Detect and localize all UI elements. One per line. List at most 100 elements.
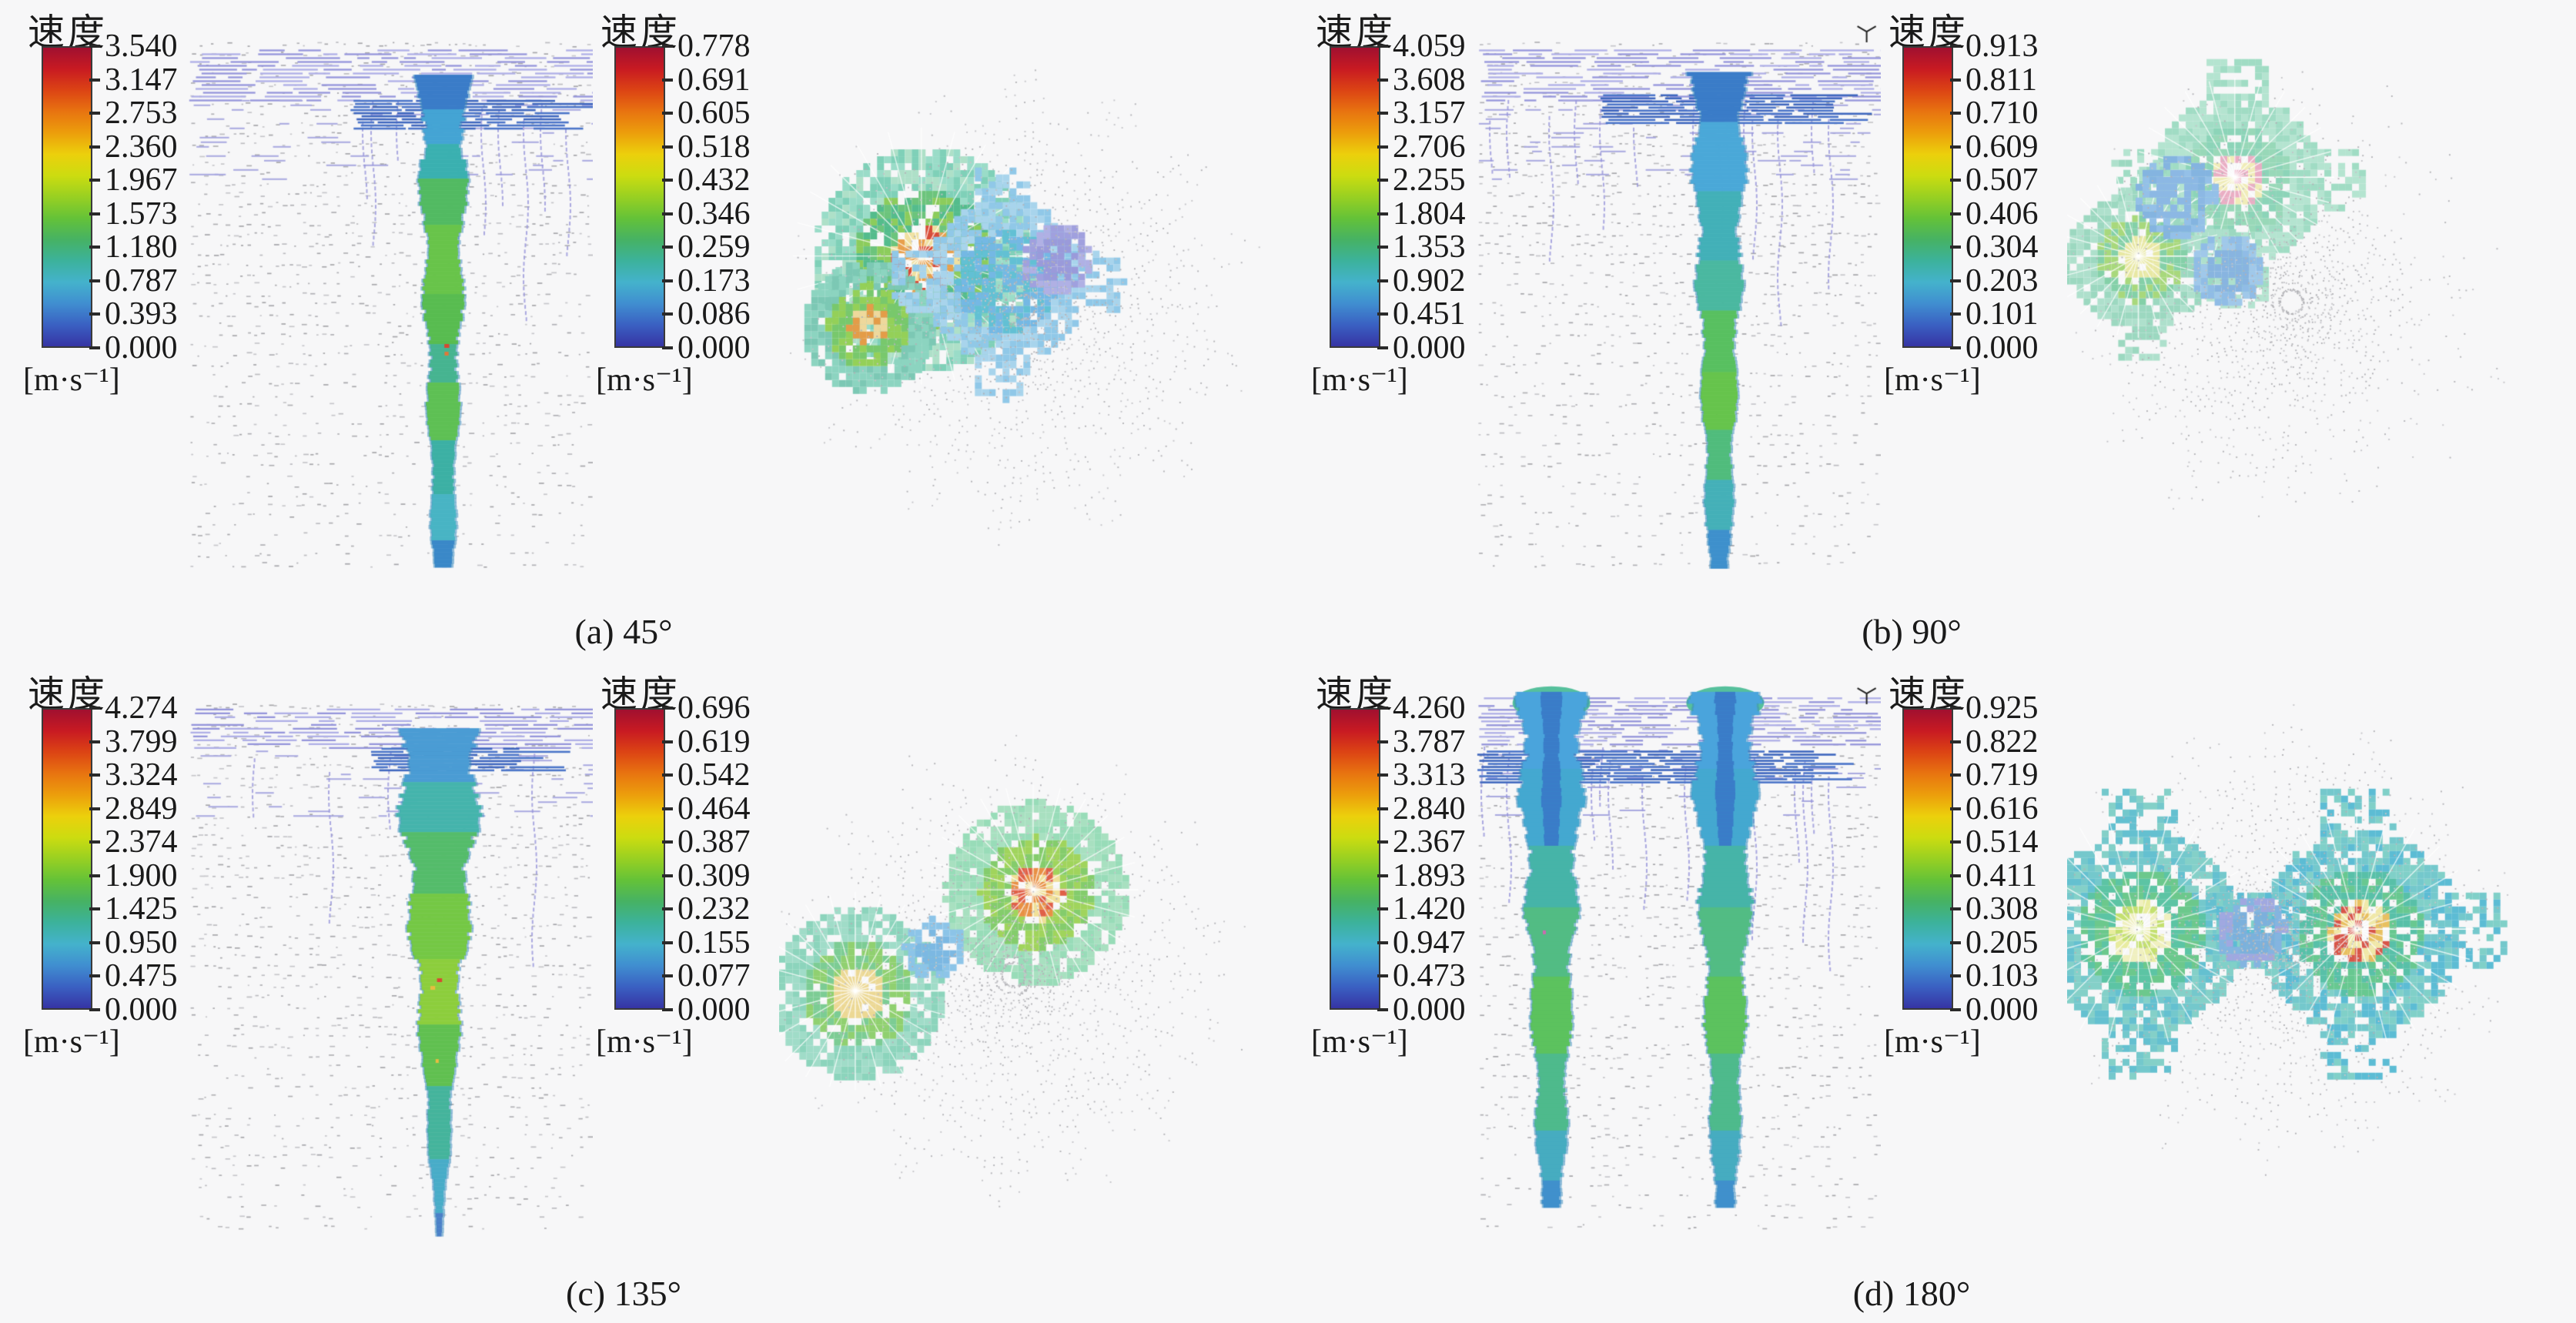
panel-90deg: 速度 4.059 3.608 3.157 2.706 2.255 1.804 1.353 0.…: [1288, 2, 2576, 660]
colorbar-tick-mark: [1950, 773, 1961, 777]
colorbar-tick-label: 0.309: [677, 857, 751, 894]
colorbar-tick-mark: [89, 740, 100, 743]
colorbar-tick-mark: [662, 740, 673, 743]
vector-field-top: [779, 682, 1287, 1244]
colorbar-tick-mark: [1950, 907, 1961, 911]
colorbar-tick-label: 1.180: [105, 229, 178, 266]
colorbar-gradient: [42, 708, 92, 1010]
colorbar-tick-label: 4.260: [1393, 690, 1466, 726]
colorbar-gradient: [614, 708, 665, 1010]
colorbar-tick-mark: [1377, 312, 1388, 316]
colorbar-tick-label: 0.811: [1965, 62, 2037, 98]
colorbar-tick-label: 0.514: [1965, 824, 2039, 860]
panel-180deg: 速度 4.260 3.787 3.313 2.840 2.367 1.893 1.420 0.…: [1288, 663, 2576, 1321]
colorbar-tick-mark: [1377, 279, 1388, 282]
colorbar-group-side: 速度 4.274 3.799 3.324 2.849 2.374 1.900 1.425 0.…: [22, 663, 214, 1067]
colorbar-tick-mark: [662, 1008, 673, 1011]
colorbar-tick-mark: [89, 807, 100, 810]
colorbar-unit: [m·s⁻¹]: [1884, 362, 1981, 398]
colorbar-tick-label: 0.000: [1965, 992, 2039, 1027]
colorbar-group-top: 速度 0.913 0.811 0.710 0.609 0.507 0.406 0.304 0.…: [1882, 2, 2075, 406]
colorbar-tick-mark: [1377, 145, 1388, 149]
colorbar-tick-mark: [1377, 773, 1388, 777]
colorbar-tick-mark: [662, 346, 673, 349]
colorbar-tick-mark: [1377, 212, 1388, 215]
vector-field-side: [1477, 683, 1881, 1243]
panel-45deg: 速度 3.540 3.147 2.753 2.360 1.967 1.573 1.180 0.…: [0, 2, 1288, 660]
colorbar-tick-mark: [89, 179, 100, 182]
colorbar-tick-label: 0.464: [677, 790, 751, 827]
colorbar-tick-mark: [662, 246, 673, 249]
vector-field-top: [2067, 20, 2575, 582]
colorbar-tick-mark: [1950, 145, 1961, 149]
colorbar-tick-mark: [662, 45, 673, 48]
colorbar-tick-mark: [1377, 78, 1388, 82]
colorbar-tick-label: 0.432: [677, 162, 751, 199]
colorbar-tick-mark: [89, 707, 100, 710]
colorbar-ticks: 0.778 0.691 0.605 0.518 0.432 0.346 0.259 0.173…: [662, 30, 787, 364]
colorbar-tick-label: 0.518: [677, 129, 751, 165]
colorbar-tick-label: 0.000: [1393, 992, 1466, 1027]
colorbar-tick-mark: [1377, 874, 1388, 877]
colorbar-tick-label: 2.360: [105, 129, 178, 165]
colorbar-tick-mark: [662, 279, 673, 282]
colorbar-tick-label: 0.609: [1965, 129, 2039, 165]
colorbar-tick-mark: [662, 940, 673, 944]
colorbar-group-top: 速度 0.696 0.619 0.542 0.464 0.387 0.309 0.232 0.…: [594, 663, 787, 1067]
colorbar-tick-label: 0.473: [1393, 958, 1466, 994]
colorbar-tick-label: 0.077: [677, 958, 751, 994]
colorbar-tick-label: 2.753: [105, 95, 178, 132]
vector-field-top: [2067, 682, 2575, 1244]
colorbar-tick-mark: [89, 78, 100, 82]
colorbar-tick-label: 3.540: [105, 28, 178, 64]
colorbar-group-side: 速度 3.540 3.147 2.753 2.360 1.967 1.573 1.180 0.…: [22, 2, 214, 406]
colorbar-ticks: 0.925 0.822 0.719 0.616 0.514 0.411 0.308 0.205…: [1950, 692, 2075, 1026]
colorbar-tick-label: 0.232: [677, 891, 751, 927]
colorbar-tick-mark: [1950, 1008, 1961, 1011]
colorbar-tick-label: 0.406: [1965, 195, 2039, 232]
colorbar-gradient: [1902, 708, 1953, 1010]
colorbar-tick-label: 0.086: [677, 296, 751, 332]
colorbar-tick-label: 0.451: [1393, 296, 1466, 332]
colorbar-tick-mark: [662, 907, 673, 911]
colorbar-unit: [m·s⁻¹]: [23, 362, 120, 398]
colorbar-tick-mark: [1950, 707, 1961, 710]
colorbar-tick-label: 0.691: [677, 62, 751, 98]
colorbar-tick-label: 0.950: [105, 924, 178, 961]
colorbar-tick-label: 2.367: [1393, 824, 1466, 860]
panel-135deg: 速度 4.274 3.799 3.324 2.849 2.374 1.900 1.425 0.…: [0, 663, 1288, 1321]
colorbar-tick-label: 1.893: [1393, 857, 1466, 894]
colorbar-tick-mark: [662, 145, 673, 149]
colorbar-tick-label: 2.706: [1393, 129, 1466, 165]
colorbar-tick-label: 0.787: [105, 262, 178, 299]
panel-caption: (c) 135°: [566, 1274, 681, 1313]
colorbar-tick-label: 0.719: [1965, 757, 2039, 793]
colorbar-tick-label: 0.542: [677, 757, 751, 793]
colorbar-tick-mark: [1377, 1008, 1388, 1011]
colorbar-tick-label: 2.849: [105, 790, 178, 827]
colorbar-tick-mark: [89, 773, 100, 777]
colorbar-tick-label: 0.947: [1393, 924, 1466, 961]
colorbar-unit: [m·s⁻¹]: [1311, 1024, 1408, 1060]
colorbar-tick-mark: [1950, 974, 1961, 978]
colorbar-tick-label: 1.425: [105, 891, 178, 927]
colorbar-ticks: 4.260 3.787 3.313 2.840 2.367 1.893 1.420 0.947…: [1377, 692, 1502, 1026]
colorbar-tick-label: 1.573: [105, 195, 178, 232]
colorbar-tick-label: 0.778: [677, 28, 751, 64]
colorbar-tick-mark: [1950, 346, 1961, 349]
colorbar-tick-mark: [662, 179, 673, 182]
colorbar-tick-mark: [89, 940, 100, 944]
colorbar-gradient: [1902, 46, 1953, 348]
colorbar-gradient: [1330, 46, 1380, 348]
colorbar-tick-mark: [1950, 840, 1961, 844]
colorbar-tick-mark: [1950, 940, 1961, 944]
colorbar-tick-label: 0.101: [1965, 296, 2039, 332]
colorbar-tick-mark: [89, 346, 100, 349]
colorbar-tick-mark: [662, 874, 673, 877]
colorbar-tick-mark: [1377, 940, 1388, 944]
colorbar-tick-label: 0.000: [677, 330, 751, 366]
colorbar-tick-mark: [1950, 212, 1961, 215]
colorbar-tick-mark: [1377, 707, 1388, 710]
colorbar-unit: [m·s⁻¹]: [23, 1024, 120, 1060]
colorbar-tick-label: 0.605: [677, 95, 751, 132]
